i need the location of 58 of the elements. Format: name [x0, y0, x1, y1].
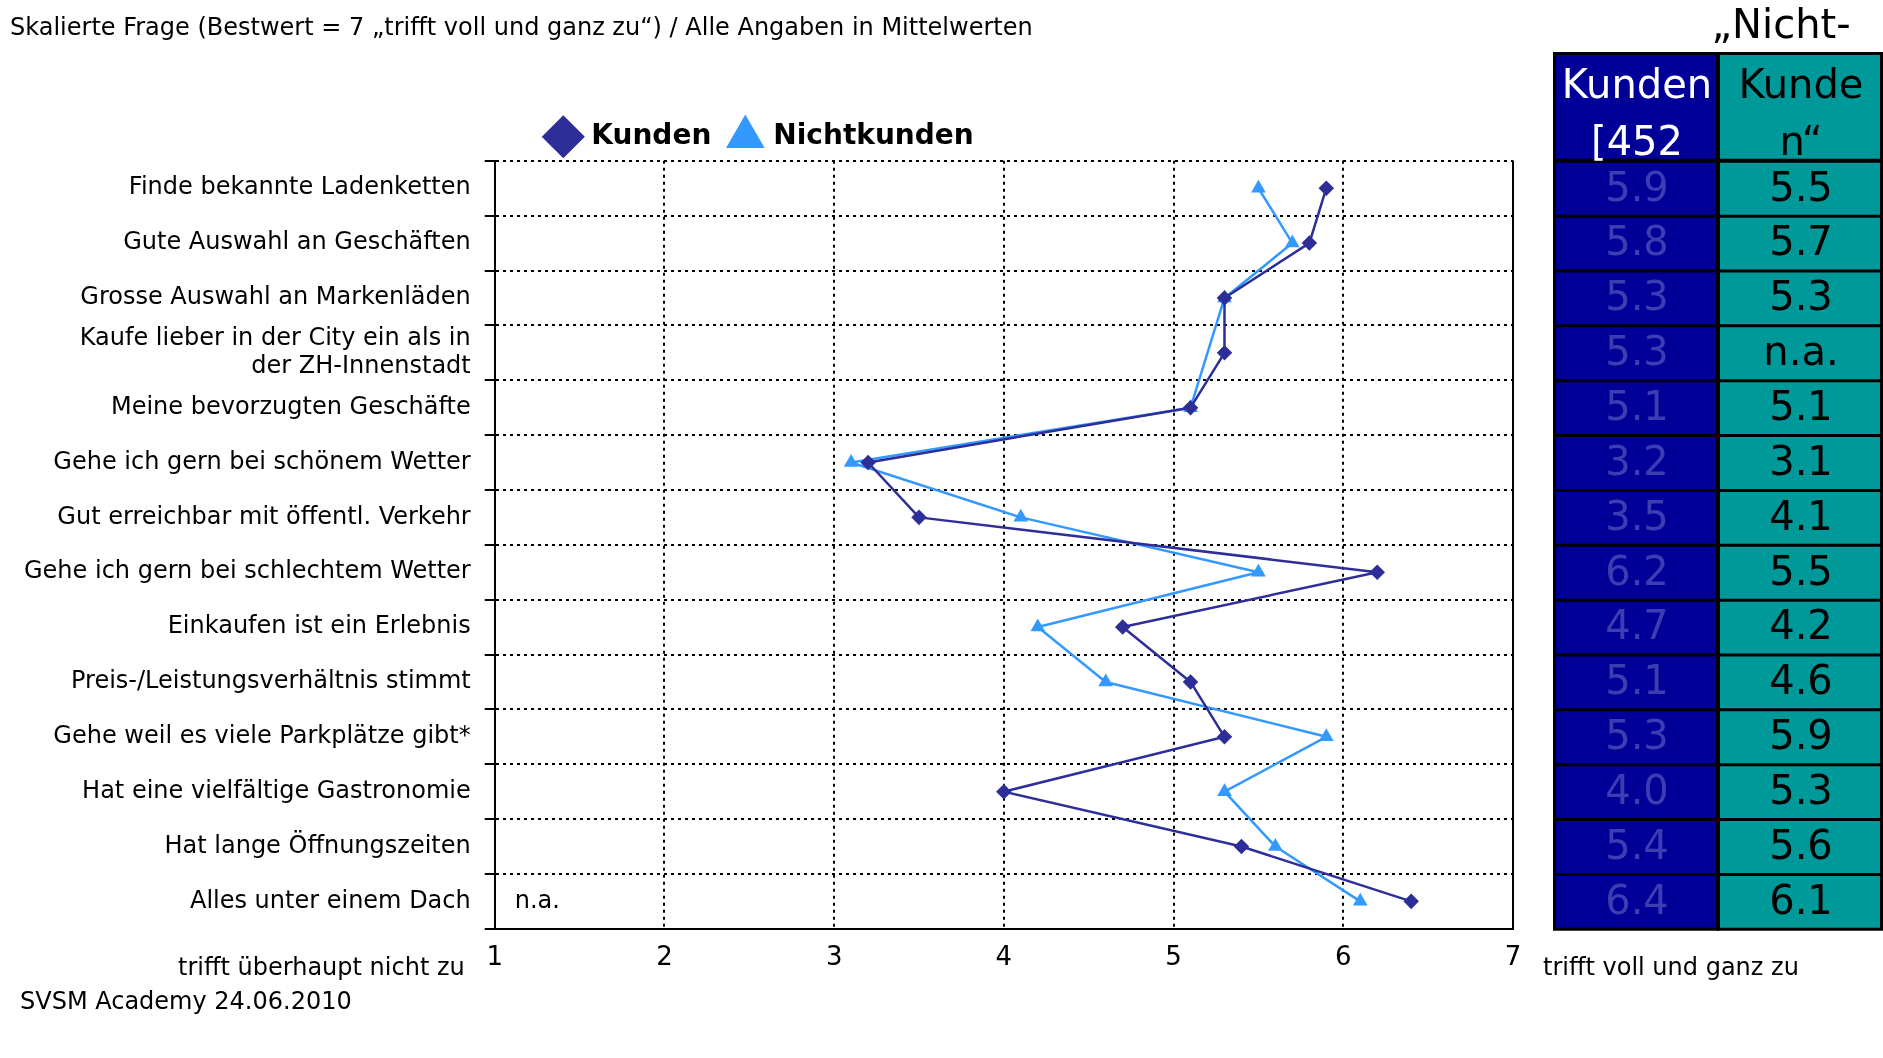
text: Kunden [452 [1561, 61, 1713, 165]
data-label: 5.6 [1769, 821, 1833, 868]
y-tick-label: Kaufe lieber in der City ein als in der ZH-Innenstadt [79, 322, 471, 380]
data-label: 4.6 [1769, 657, 1833, 704]
x-tick-label: 7 [1504, 941, 1522, 972]
data-label: 5.3 [1605, 328, 1669, 375]
annotation: n.a. [514, 885, 560, 914]
data-label: 3.2 [1605, 437, 1669, 484]
y-tick-label: Gehe ich gern bei schönem Wetter [53, 446, 471, 475]
data-label: 4.0 [1605, 767, 1669, 814]
data-label: 6.1 [1769, 876, 1833, 923]
x-tick-label: 6 [1335, 941, 1352, 972]
x-tick-label: 5 [1165, 941, 1182, 972]
y-tick-label: Finde bekannte Ladenketten [128, 172, 471, 201]
data-label: 5.3 [1769, 273, 1833, 320]
data-label: 3.1 [1769, 437, 1833, 484]
y-tick-label: Preis-/Leistungsverhältnis stimmt [71, 666, 471, 695]
data-label: 4.7 [1605, 602, 1669, 649]
data-label: 5.9 [1769, 712, 1833, 759]
data-label: 5.3 [1605, 273, 1669, 320]
data-label: 5.4 [1605, 821, 1669, 868]
data-label: 4.1 [1769, 492, 1833, 539]
legend-label: Kunden [591, 118, 712, 152]
data-label: 5.1 [1605, 657, 1669, 704]
data-label: 5.3 [1769, 767, 1833, 814]
text: SVSM Academy 24.06.2010 [20, 987, 352, 1016]
y-tick-label: Gut erreichbar mit öffentl. Verkehr [57, 501, 471, 530]
data-label: 5.7 [1769, 218, 1833, 265]
x-tick-label: 3 [825, 941, 843, 972]
y-tick-label: Hat eine vielfältige Gastronomie [82, 775, 471, 804]
y-tick-label: Gehe weil es viele Parkplätze gibt* [53, 721, 471, 750]
data-label: 6.2 [1605, 547, 1669, 594]
data-label: 5.9 [1605, 163, 1669, 210]
y-tick-label: Grosse Auswahl an Markenläden [80, 282, 471, 311]
x-tick-label: 2 [656, 941, 673, 972]
y-tick-label: Gehe ich gern bei schlechtem Wetter [24, 556, 471, 585]
chart-title: Skalierte Frage (Bestwert = 7 „trifft voll und ganz zu“) / Alle Angaben in Mittelwerten [10, 12, 1033, 41]
text: trifft voll und ganz zu [1543, 953, 1799, 982]
text: trifft überhaupt nicht zu [178, 953, 465, 982]
y-tick-label: Einkaufen ist ein Erlebnis [167, 611, 471, 640]
data-label: 4.2 [1769, 602, 1833, 649]
legend-label: Nichtkunden [773, 118, 974, 152]
y-tick-label: Alles unter einem Dach [189, 885, 471, 914]
x-tick-label: 1 [486, 941, 503, 972]
data-label: 5.1 [1769, 383, 1833, 430]
data-label: 3.5 [1605, 492, 1669, 539]
data-label: 5.1 [1605, 383, 1669, 430]
data-label: 5.3 [1605, 712, 1669, 759]
data-label: 5.5 [1769, 163, 1833, 210]
y-tick-label: Gute Auswahl an Geschäften [123, 227, 471, 256]
text: n.a. [1763, 328, 1839, 375]
y-tick-label: Meine bevorzugten Geschäfte [110, 391, 471, 420]
data-label: 5.8 [1605, 218, 1669, 265]
data-label: 5.5 [1769, 547, 1833, 594]
data-label: 6.4 [1605, 876, 1669, 923]
y-tick-label: Hat lange Öffnungszeiten [164, 829, 471, 859]
text: „Nicht-Kunden“ [1711, 1, 1864, 165]
x-tick-label: 4 [995, 941, 1013, 972]
